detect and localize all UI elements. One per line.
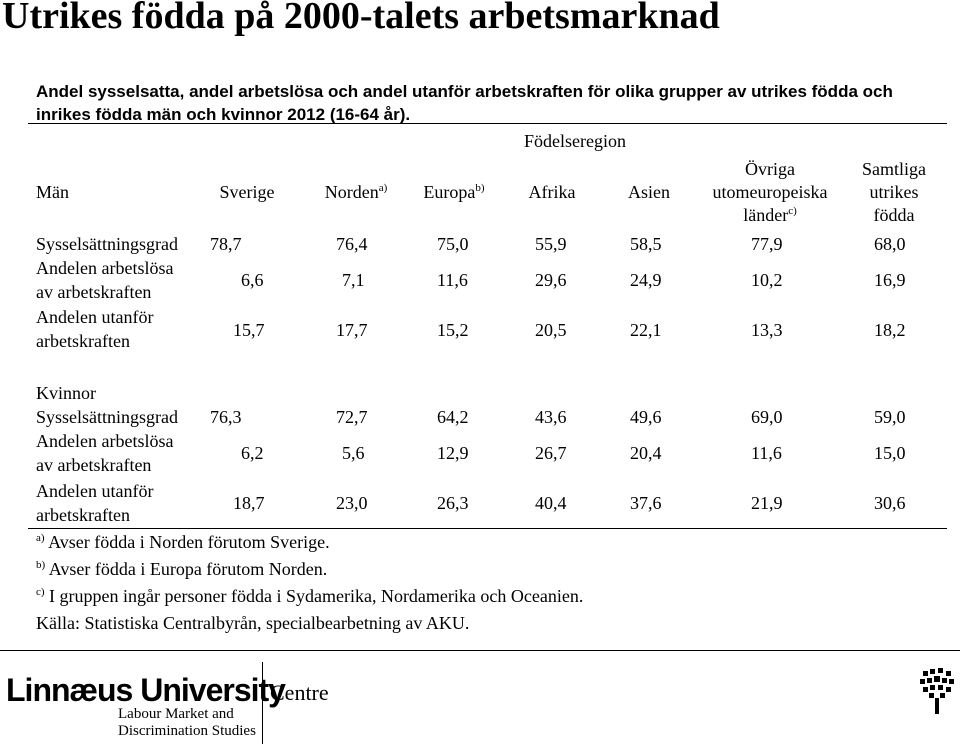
table-cell: 29,6 xyxy=(535,270,567,290)
source-line: Källa: Statistiska Centralbyrån, special… xyxy=(36,613,470,633)
table-cell: 59,0 xyxy=(874,407,906,427)
table-cell: 40,4 xyxy=(535,493,567,513)
table-cell: 10,2 xyxy=(751,270,783,290)
table-cell: 75,0 xyxy=(437,234,469,254)
table-cell: 13,3 xyxy=(751,320,783,340)
table-caption: Andel sysselsatta, andel arbetslösa och … xyxy=(36,82,893,124)
table-cell: 37,6 xyxy=(630,493,662,513)
col-header-samtliga-line1: Samtliga xyxy=(862,159,926,179)
table-cell: 15,0 xyxy=(874,443,906,463)
table-cell: 64,2 xyxy=(437,407,469,427)
table-cell: 68,0 xyxy=(874,234,906,254)
table-cell: 24,9 xyxy=(630,270,662,290)
col-header-afrika: Afrika xyxy=(528,182,576,202)
men-row-label: Andelen arbetslösa xyxy=(36,258,174,278)
col-header-ovriga-line1: Övriga xyxy=(745,159,795,179)
row-header-men: Män xyxy=(36,182,69,202)
logo-divider xyxy=(262,662,263,744)
table-cell: 11,6 xyxy=(437,270,468,290)
col-header-samtliga-line2: utrikes xyxy=(869,182,919,202)
table-cell: 20,4 xyxy=(630,443,662,463)
data-table: Födelseregion Män Sverige Nordena) Europ… xyxy=(36,131,926,525)
table-cell: 76,3 xyxy=(210,407,242,427)
table-top-rule xyxy=(28,123,947,124)
table-cell: 78,7 xyxy=(210,234,242,254)
table-cell: 18,7 xyxy=(233,493,265,513)
table-cell: 43,6 xyxy=(535,407,567,427)
page-title: Utrikes födda på 2000-talets arbetsmarkn… xyxy=(2,0,720,37)
table-cell: 49,6 xyxy=(630,407,662,427)
men-row-label: Sysselsättningsgrad xyxy=(36,234,178,254)
men-row-label: Andelen utanför xyxy=(36,307,154,327)
table-cell: 30,6 xyxy=(874,493,906,513)
col-header-ovriga-line3: länderc) xyxy=(743,205,797,225)
centre-label: Centre xyxy=(270,680,329,705)
table-cell: 69,0 xyxy=(751,407,783,427)
centre-subtitle: Labour Market and Discrimination Studies xyxy=(118,706,256,739)
table-cell: 18,2 xyxy=(874,320,906,340)
table-cell: 15,7 xyxy=(233,320,265,340)
table-cell: 76,4 xyxy=(336,234,368,254)
table-cell: 55,9 xyxy=(535,234,567,254)
footnote-a: a) Avser födda i Norden förutom Sverige. xyxy=(36,532,330,552)
table-cell: 58,5 xyxy=(630,234,662,254)
table-cell: 12,9 xyxy=(437,443,469,463)
table-cell: 6,2 xyxy=(241,443,264,463)
table-cell: 23,0 xyxy=(336,493,368,513)
row-header-women: Kvinnor xyxy=(36,383,96,403)
table-cell: 17,7 xyxy=(336,320,368,340)
footnote-c: c) I gruppen ingår personer födda i Syda… xyxy=(36,586,584,606)
col-header-ovriga-line2: utomeuropeiska xyxy=(712,182,828,202)
footnote-b: b) Avser födda i Europa förutom Norden. xyxy=(36,559,328,579)
table-cell: 21,9 xyxy=(751,493,783,513)
table-cell: 6,6 xyxy=(241,270,264,290)
table-cell: 20,5 xyxy=(535,320,567,340)
women-row-label: Andelen utanför xyxy=(36,481,154,501)
men-row-label-line2: av arbetskraften xyxy=(36,282,152,302)
col-header-europa: Europab) xyxy=(423,182,485,202)
group-header: Födelseregion xyxy=(524,131,626,151)
table-cell: 77,9 xyxy=(751,234,783,254)
col-header-norden: Nordena) xyxy=(324,182,388,202)
women-row-label-line2: av arbetskraften xyxy=(36,455,152,475)
table-cell: 22,1 xyxy=(630,320,662,340)
men-row-label-line2: arbetskraften xyxy=(36,331,130,351)
university-logo-text: Linnæus University xyxy=(6,672,286,708)
women-row-label: Andelen arbetslösa xyxy=(36,431,174,451)
tree-icon xyxy=(920,668,954,714)
table-cell: 26,7 xyxy=(535,443,567,463)
table-cell: 11,6 xyxy=(751,443,782,463)
table-cell: 26,3 xyxy=(437,493,469,513)
footnotes: a) Avser födda i Norden förutom Sverige.… xyxy=(36,530,583,635)
table-cell: 5,6 xyxy=(342,443,365,463)
col-header-asien: Asien xyxy=(628,182,670,202)
women-row-label-line2: arbetskraften xyxy=(36,505,130,525)
col-header-samtliga-line3: födda xyxy=(873,205,915,225)
footer-rule xyxy=(0,650,960,651)
col-header-sverige: Sverige xyxy=(219,182,275,202)
table-cell: 16,9 xyxy=(874,270,906,290)
table-bottom-rule xyxy=(28,528,947,529)
table-cell: 72,7 xyxy=(336,407,368,427)
table-cell: 15,2 xyxy=(437,320,469,340)
table-cell: 7,1 xyxy=(342,270,365,290)
women-row-label: Sysselsättningsgrad xyxy=(36,407,178,427)
